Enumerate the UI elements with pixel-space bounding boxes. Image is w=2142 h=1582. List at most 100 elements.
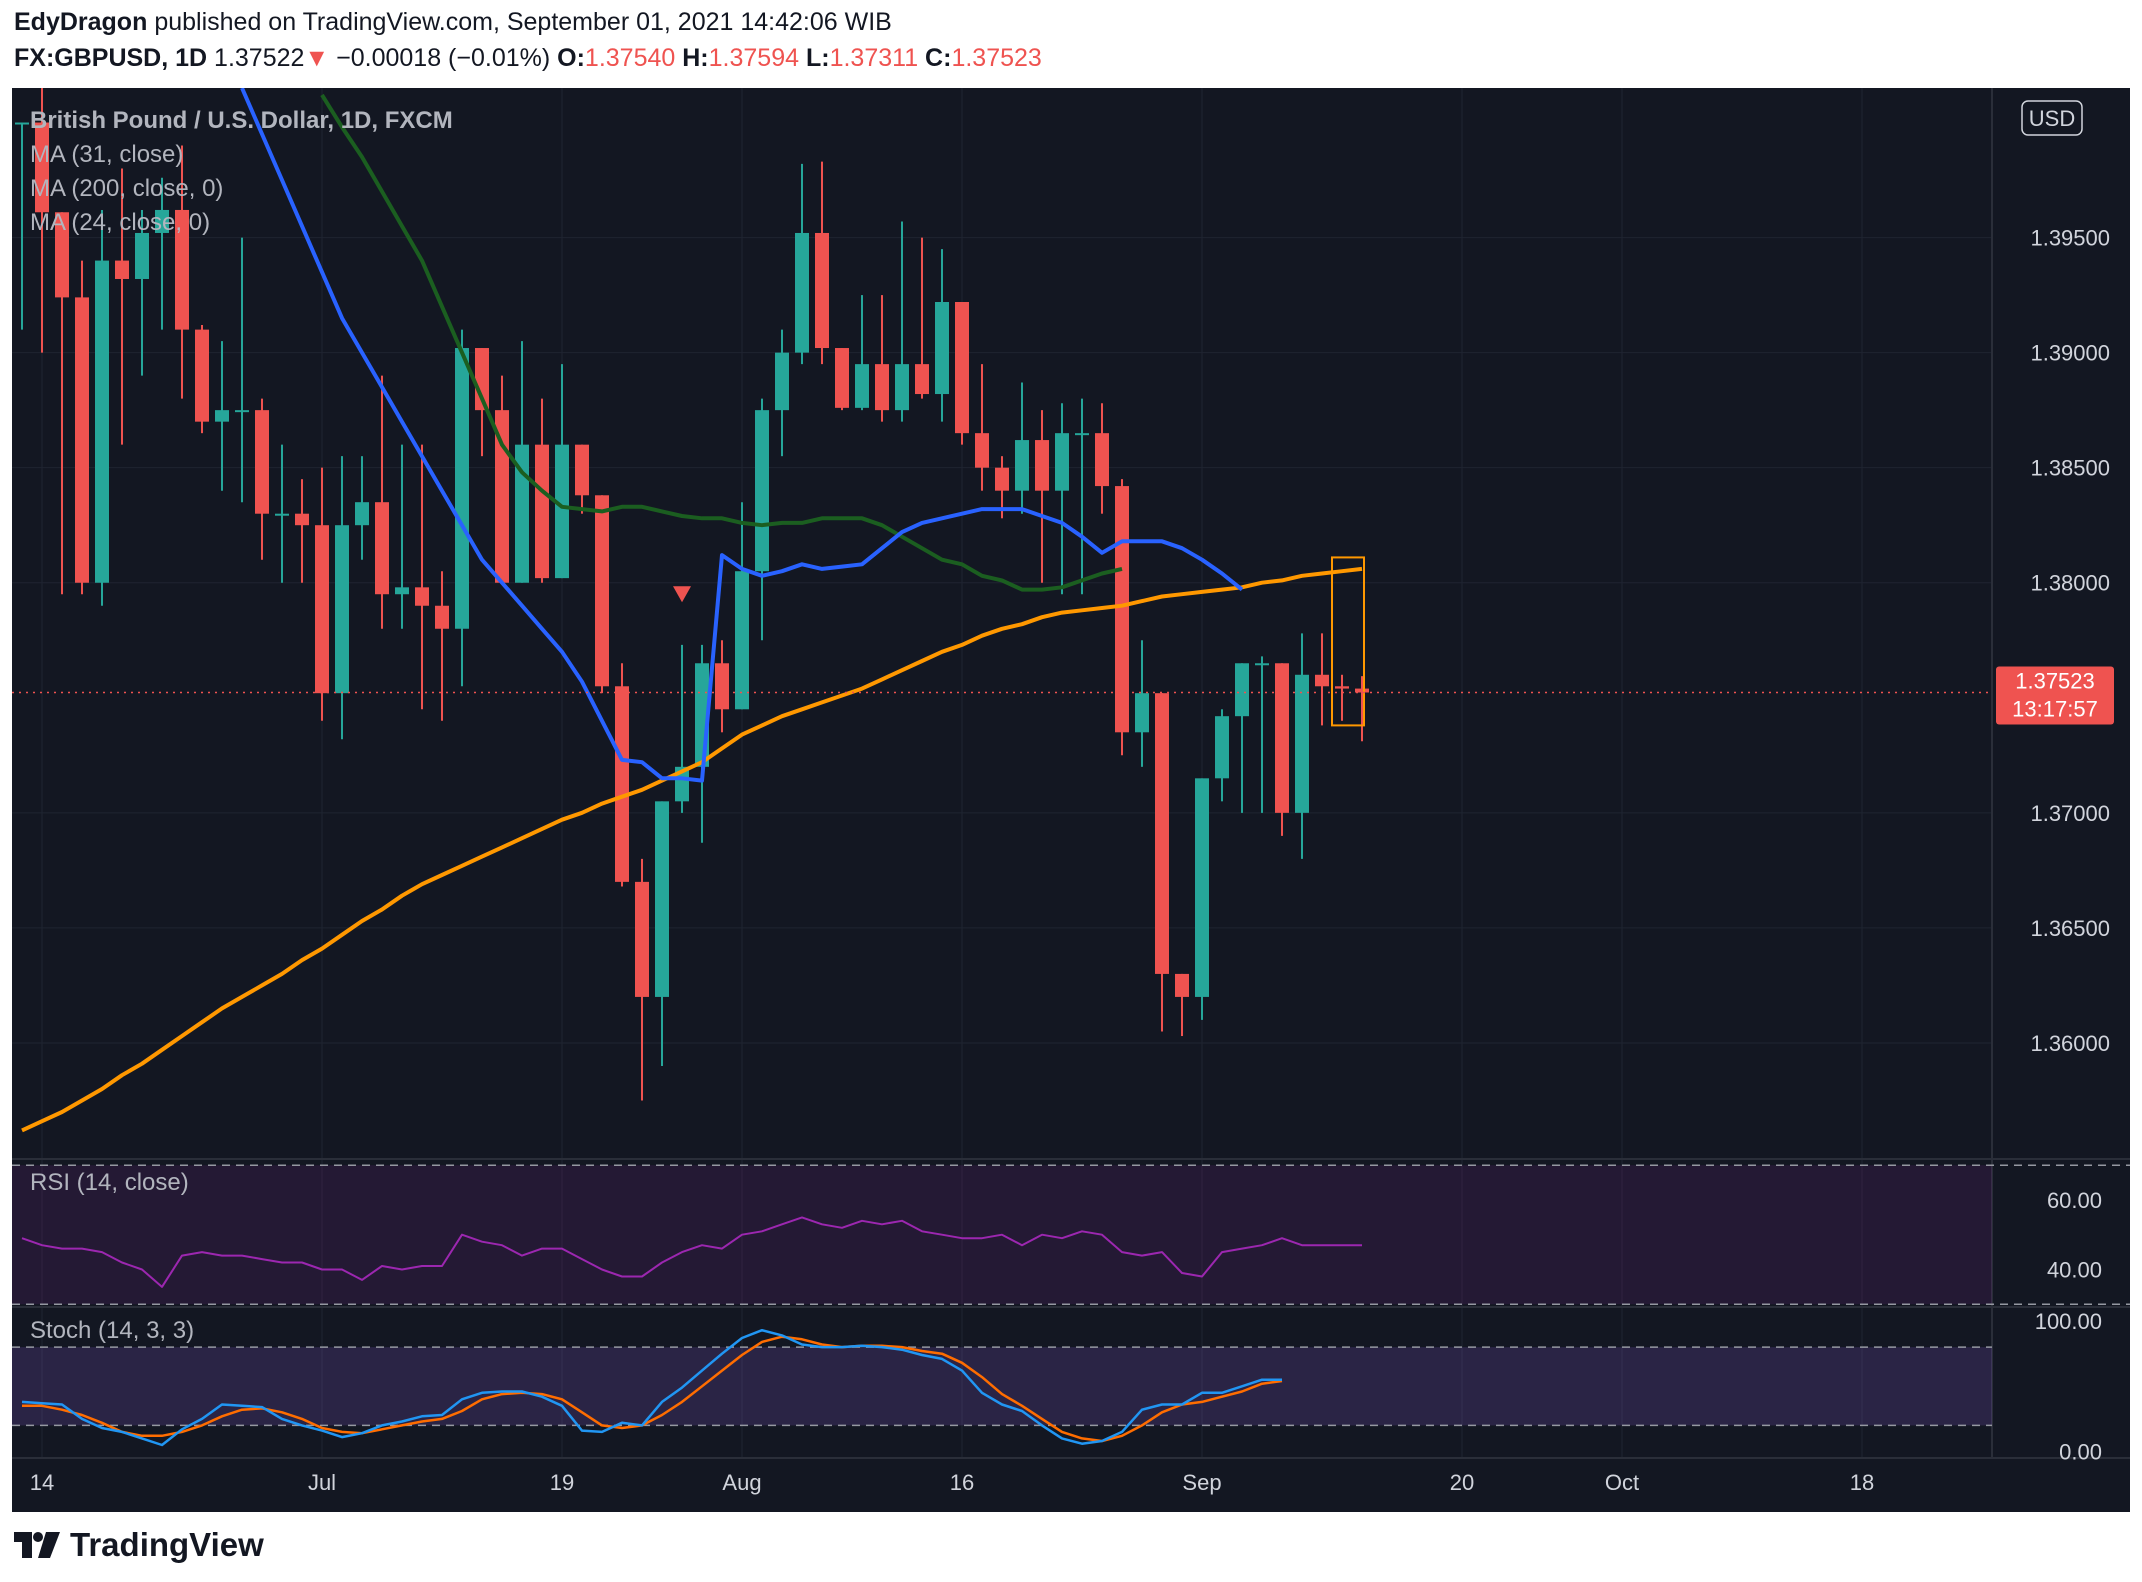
candle-body (375, 502, 389, 595)
candle-body (575, 444, 589, 496)
candle-body (115, 260, 129, 279)
stoch-axis-tick: 100.00 (2035, 1309, 2102, 1334)
time-axis-tick: Oct (1605, 1470, 1639, 1495)
candle-body (95, 260, 109, 583)
ma-200-line (21, 566, 1363, 1133)
author-name: EdyDragon (14, 8, 148, 36)
candle-body (175, 209, 189, 330)
candle-body (275, 513, 289, 516)
candle-body (975, 433, 989, 468)
time-axis-tick: Sep (1182, 1470, 1221, 1495)
close-label: C: (925, 44, 952, 72)
time-axis-tick: 14 (30, 1470, 54, 1495)
rsi-title: RSI (14, close) (30, 1169, 189, 1196)
candle-body (875, 364, 889, 411)
price-axis-tick: 1.36500 (2030, 916, 2110, 941)
high-label: H: (682, 44, 709, 72)
price-axis-tick: 1.39500 (2030, 226, 2110, 251)
publish-info: published on TradingView.com, September … (154, 8, 892, 36)
bar-countdown: 13:17:57 (2012, 696, 2098, 721)
stoch-title: Stoch (14, 3, 3) (30, 1317, 194, 1344)
candle-body (675, 766, 689, 802)
legend-entry: British Pound / U.S. Dollar, 1D, FXCM (30, 107, 453, 134)
candle-body (915, 364, 929, 395)
candle-body (1355, 688, 1369, 693)
candle-body (1275, 663, 1289, 813)
candle-body (1195, 778, 1209, 997)
price-change: −0.00018 (−0.01%) (336, 44, 551, 72)
candle-body (355, 502, 369, 526)
legend-entry: MA (31, close) (30, 141, 183, 168)
candle-body (1015, 440, 1029, 491)
range-box (1331, 556, 1365, 727)
price-axis-tick: 1.37000 (2030, 801, 2110, 826)
time-axis-tick: 20 (1450, 1470, 1474, 1495)
rsi-axis-tick: 40.00 (2047, 1258, 2102, 1283)
price-pane (15, 88, 1369, 1133)
candle-body (55, 212, 69, 298)
candle-body (1295, 674, 1309, 813)
candle-body (1115, 486, 1129, 733)
candle-body (1315, 674, 1329, 687)
candle-body (775, 352, 789, 411)
candle-body (755, 410, 769, 572)
price-axis-tick: 1.38000 (2030, 571, 2110, 596)
candle-body (895, 364, 909, 411)
candle-body (155, 209, 169, 233)
open-value: 1.37540 (584, 44, 676, 72)
chart-area[interactable]: 1.39500 1.39000 1.38500 1.38000 1.37000 1.365… (12, 88, 2130, 1512)
candle-body (835, 348, 849, 408)
candle-body (1135, 693, 1149, 733)
last-price-tag-value: 1.37523 (2015, 668, 2095, 693)
chart-background (12, 88, 2130, 1512)
time-axis-tick: 19 (550, 1470, 574, 1495)
candle-body (515, 444, 529, 583)
candle-body (235, 410, 249, 413)
price-axis-tick: 1.36000 (2030, 1031, 2110, 1056)
candle-body (1175, 973, 1189, 997)
candle-body (1035, 440, 1049, 491)
high-value: 1.37594 (708, 44, 800, 72)
candle-body (1235, 663, 1249, 717)
stoch-k-line (21, 1328, 1282, 1447)
candle-body (1095, 433, 1109, 487)
candle-body (395, 587, 409, 595)
candle-body (435, 605, 449, 629)
candle-body (495, 410, 509, 583)
brand-name: TradingView (70, 1526, 264, 1563)
down-arrow-icon: ▼ (304, 44, 330, 72)
candle-body (1075, 433, 1089, 436)
ohlc-line: FX:GBPUSD, 1D 1.37522▼ −0.00018 (−0.01%)… (14, 44, 1042, 73)
candle-body (1335, 686, 1349, 689)
candle-body (635, 881, 649, 997)
candle-body (215, 410, 229, 422)
symbol-label: FX:GBPUSD, 1D (14, 44, 208, 72)
candle-body (535, 444, 549, 579)
legend-entry: MA (24, close, 0) (30, 209, 210, 236)
candle-body (295, 513, 309, 526)
candle-body (1055, 433, 1069, 491)
candle-body (1215, 716, 1229, 779)
rsi-axis-tick: 60.00 (2047, 1188, 2102, 1213)
stoch-d-line (22, 1335, 1283, 1443)
low-value: 1.37311 (829, 44, 919, 72)
candle-body (1155, 693, 1169, 974)
close-value: 1.37523 (951, 44, 1042, 72)
publish-line: EdyDragon published on TradingView.com, … (14, 8, 892, 37)
currency-button (2021, 100, 2083, 136)
ma-24-line (320, 93, 1123, 592)
open-label: O: (557, 44, 585, 72)
candle-body (615, 686, 629, 882)
candle-body (955, 302, 969, 434)
rsi-line (21, 1216, 1362, 1288)
time-axis-tick: Jul (308, 1470, 336, 1495)
candle-body (995, 467, 1009, 491)
tradingview-logo: TradingView (14, 1526, 264, 1564)
candle-body (815, 232, 829, 349)
candle-body (415, 587, 429, 606)
candle-body (715, 663, 729, 710)
tradingview-logo-icon (14, 1532, 60, 1558)
ma-31-line (240, 88, 1244, 783)
stoch-axis-tick: 0.00 (2059, 1439, 2102, 1464)
signal-marker-icon (673, 586, 691, 603)
